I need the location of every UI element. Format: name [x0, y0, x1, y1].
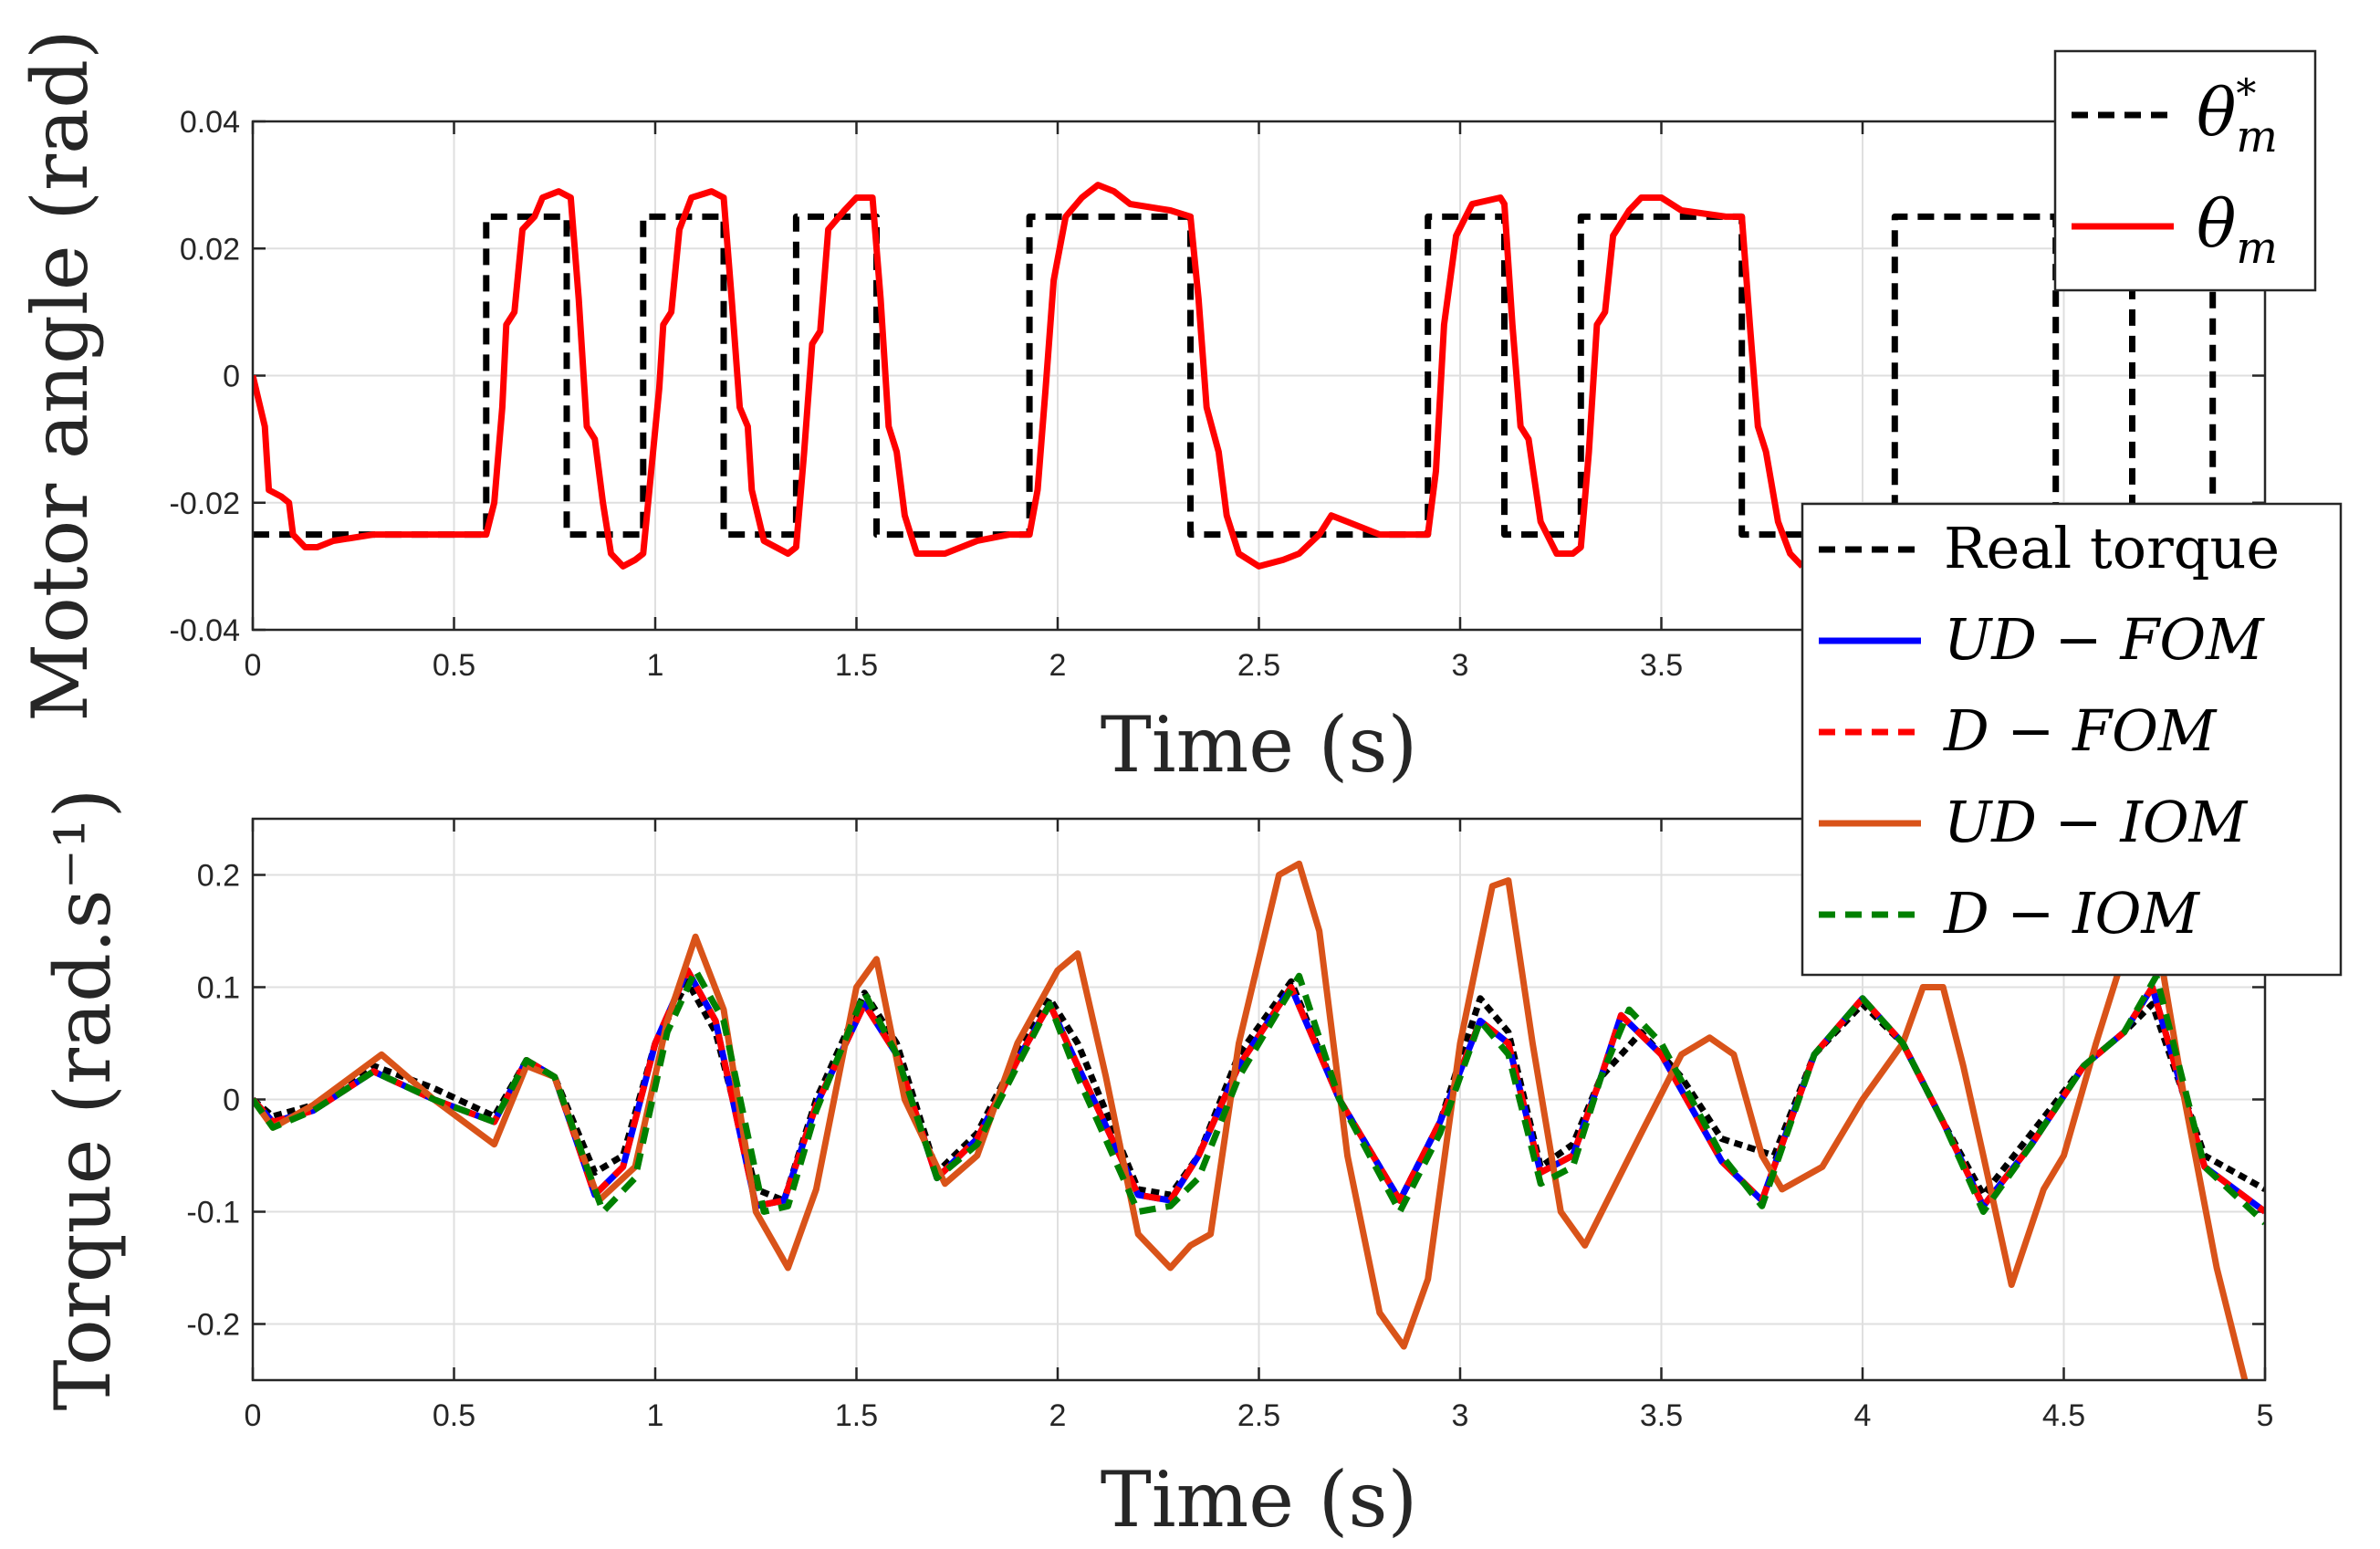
- x-tick-label: 0.5: [433, 648, 475, 683]
- legend-0: θ* mθm: [2053, 49, 2317, 292]
- x-tick-label: 3: [1452, 648, 1469, 683]
- x-tick-label: 1.5: [835, 1398, 878, 1433]
- y-axis-label: Motor angle (rad): [16, 29, 105, 722]
- legend-label-4: D − IOM: [1943, 880, 2200, 947]
- series-group: [253, 182, 2265, 570]
- x-tick-label: 5: [2257, 1398, 2274, 1433]
- motor-angle-plot: 00.511.522.533.544.55-0.04-0.0200.020.04…: [16, 29, 2273, 790]
- series-line-4: [253, 967, 2265, 1226]
- axes-box: [251, 120, 2267, 632]
- x-tick-label: 3: [1452, 1398, 1469, 1433]
- x-tick-label: 0.5: [433, 1398, 475, 1433]
- legend-1: Real torque UD − FOM D − FOM UD − IOM D − IO…: [1801, 502, 2343, 977]
- y-axis-label: Torque (rad.s⁻¹): [38, 789, 128, 1411]
- x-tick-label: 1.5: [835, 648, 878, 683]
- legend-label-1: θm: [2197, 185, 2278, 274]
- x-tick-label: 4: [1854, 1398, 1872, 1433]
- x-tick-label: 3.5: [1640, 1398, 1683, 1433]
- x-tick-label: 2.5: [1237, 1398, 1280, 1433]
- legend-symbol-base: θ: [2197, 74, 2236, 151]
- x-tick-label: 4.5: [2042, 1398, 2085, 1433]
- y-tick-label: 0.02: [180, 232, 240, 267]
- y-tick-label: -0.02: [170, 487, 241, 521]
- legend-symbol-base: θ: [2197, 185, 2236, 262]
- legend-symbol-sub: m: [2236, 223, 2278, 274]
- series-line-3: [253, 860, 2249, 1380]
- legend-symbol-sup: *: [2236, 71, 2256, 118]
- legend-box: [1801, 502, 2343, 977]
- series-line-1: [253, 182, 1805, 570]
- x-tick-label: 3.5: [1640, 648, 1683, 683]
- y-tick-label: 0.2: [197, 859, 240, 894]
- legend-label-0: θ* m: [2197, 71, 2278, 162]
- legend-box: [2053, 49, 2317, 292]
- legend-label-0: Real torque: [1944, 515, 2280, 581]
- series-line-0: [253, 978, 2265, 1204]
- legend-label-1: UD − FOM: [1944, 606, 2265, 673]
- x-tick-label: 2: [1049, 648, 1067, 683]
- x-tick-label: 2.5: [1237, 648, 1280, 683]
- y-tick-label: 0.04: [180, 105, 240, 140]
- x-tick-label: 2: [1049, 1398, 1067, 1433]
- x-axis-label: Time (s): [1101, 700, 1418, 790]
- series-line-0: [253, 213, 2265, 539]
- axes-box: [251, 817, 2267, 1382]
- x-tick-label: 1: [647, 648, 664, 683]
- series-group: [253, 860, 2265, 1380]
- x-tick-label: 0: [245, 648, 262, 683]
- y-tick-label: 0: [223, 1083, 240, 1118]
- y-tick-label: -0.2: [186, 1308, 240, 1343]
- legend-label-3: UD − IOM: [1944, 789, 2249, 855]
- legend-label-2: D − FOM: [1943, 697, 2218, 764]
- legend-symbol-sub: m: [2236, 111, 2278, 162]
- y-tick-label: -0.1: [186, 1196, 240, 1230]
- y-tick-label: 0.1: [197, 971, 240, 1006]
- y-tick-label: 0: [223, 360, 240, 394]
- x-tick-label: 0: [245, 1398, 262, 1433]
- y-tick-label: -0.04: [170, 613, 241, 648]
- x-axis-label: Time (s): [1101, 1455, 1418, 1544]
- x-tick-label: 1: [647, 1398, 664, 1433]
